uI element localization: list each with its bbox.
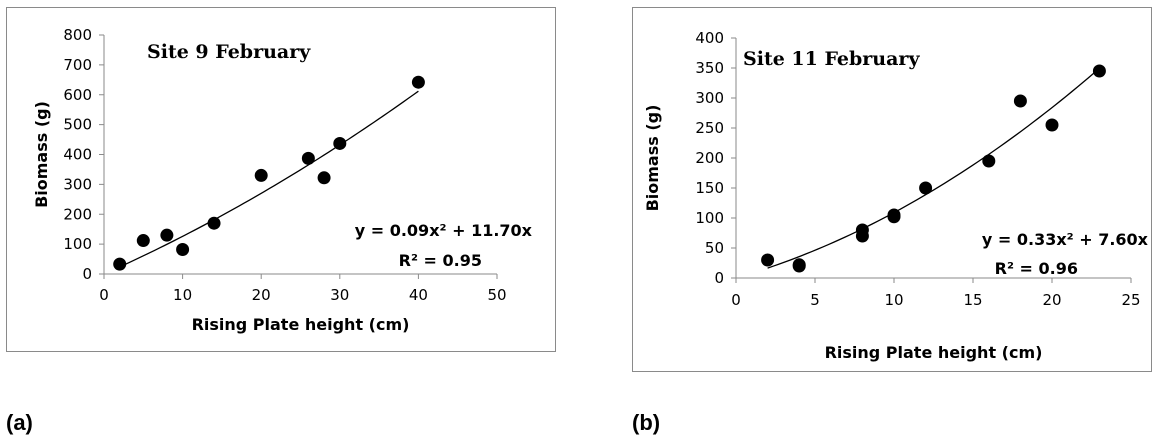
- trendline: [119, 90, 419, 268]
- scatter-chart-b: 0 50 100 150 200 250 300 350 400 0 5 10 15 20 25 Rising…: [643, 29, 1149, 362]
- panel-label-a: (a): [6, 410, 33, 435]
- x-tick-label: 30: [330, 286, 349, 304]
- panel-label-b: (b): [632, 410, 661, 435]
- y-tick-label: 200: [695, 149, 724, 167]
- y-tick-label: 500: [63, 116, 92, 134]
- x-tick-label: 40: [409, 286, 428, 304]
- data-point: [411, 75, 425, 89]
- data-point: [113, 257, 127, 271]
- y-tick-label: 300: [695, 89, 724, 107]
- data-point: [160, 228, 174, 242]
- chart-title: Site 9 February: [147, 41, 311, 63]
- y-tick-label: 350: [695, 59, 724, 77]
- trendline: [767, 67, 1100, 269]
- x-axis-title: Rising Plate height (cm): [192, 315, 410, 334]
- y-tick-label: 400: [63, 146, 92, 164]
- x-tick-label: 5: [810, 291, 820, 309]
- chart-panel-a: 0 100 200 300 400 500 600 700 800 0 10 20 30 40 50 Risi…: [6, 7, 556, 352]
- y-tick-label: 250: [695, 119, 724, 137]
- data-point: [136, 234, 150, 248]
- scatter-chart-a: 0 100 200 300 400 500 600 700 800 0 10 20 30 40 50 Risi…: [32, 26, 533, 334]
- y-axis-title: Biomass (g): [32, 101, 51, 208]
- data-point: [176, 243, 190, 257]
- x-tick-label: 10: [173, 286, 192, 304]
- trendline-equation: y = 0.33x² + 7.60x: [982, 230, 1149, 249]
- r-squared-label: R² = 0.96: [995, 259, 1078, 278]
- x-tick-label: 0: [99, 286, 109, 304]
- chart-title: Site 11 February: [743, 48, 920, 70]
- r-squared-label: R² = 0.95: [399, 251, 482, 270]
- trendline-equation: y = 0.09x² + 11.70x: [355, 221, 533, 240]
- y-tick-label: 0: [714, 269, 724, 287]
- data-point: [1092, 64, 1106, 78]
- y-tick-label: 300: [63, 175, 92, 193]
- data-point: [982, 154, 996, 168]
- x-tick-label: 50: [487, 286, 506, 304]
- y-tick-label: 800: [63, 26, 92, 44]
- x-tick-label: 15: [963, 291, 982, 309]
- data-point: [1045, 118, 1059, 132]
- y-tick-label: 200: [63, 205, 92, 223]
- data-point: [254, 168, 268, 182]
- chart-panel-b: 0 50 100 150 200 250 300 350 400 0 5 10 15 20 25 Rising…: [632, 7, 1152, 372]
- data-point: [855, 223, 869, 237]
- y-tick-label: 100: [63, 235, 92, 253]
- y-tick-label: 0: [82, 265, 92, 283]
- x-tick-label: 20: [252, 286, 271, 304]
- x-tick-label: 10: [884, 291, 903, 309]
- data-point: [887, 208, 901, 222]
- y-tick-label: 50: [705, 239, 724, 257]
- data-point: [1013, 94, 1027, 108]
- y-tick-label: 100: [695, 209, 724, 227]
- data-point: [301, 151, 315, 165]
- x-tick-label: 20: [1042, 291, 1061, 309]
- data-point: [207, 216, 221, 230]
- data-point: [919, 181, 933, 195]
- y-tick-label: 700: [63, 56, 92, 74]
- x-axis-title: Rising Plate height (cm): [825, 343, 1043, 362]
- data-point: [317, 171, 331, 185]
- y-axis-title: Biomass (g): [643, 105, 662, 212]
- y-tick-label: 150: [695, 179, 724, 197]
- x-tick-label: 25: [1121, 291, 1140, 309]
- data-point: [333, 136, 347, 150]
- data-point: [792, 258, 806, 272]
- data-point: [761, 253, 775, 267]
- y-tick-label: 600: [63, 86, 92, 104]
- y-tick-label: 400: [695, 29, 724, 47]
- x-tick-label: 0: [731, 291, 741, 309]
